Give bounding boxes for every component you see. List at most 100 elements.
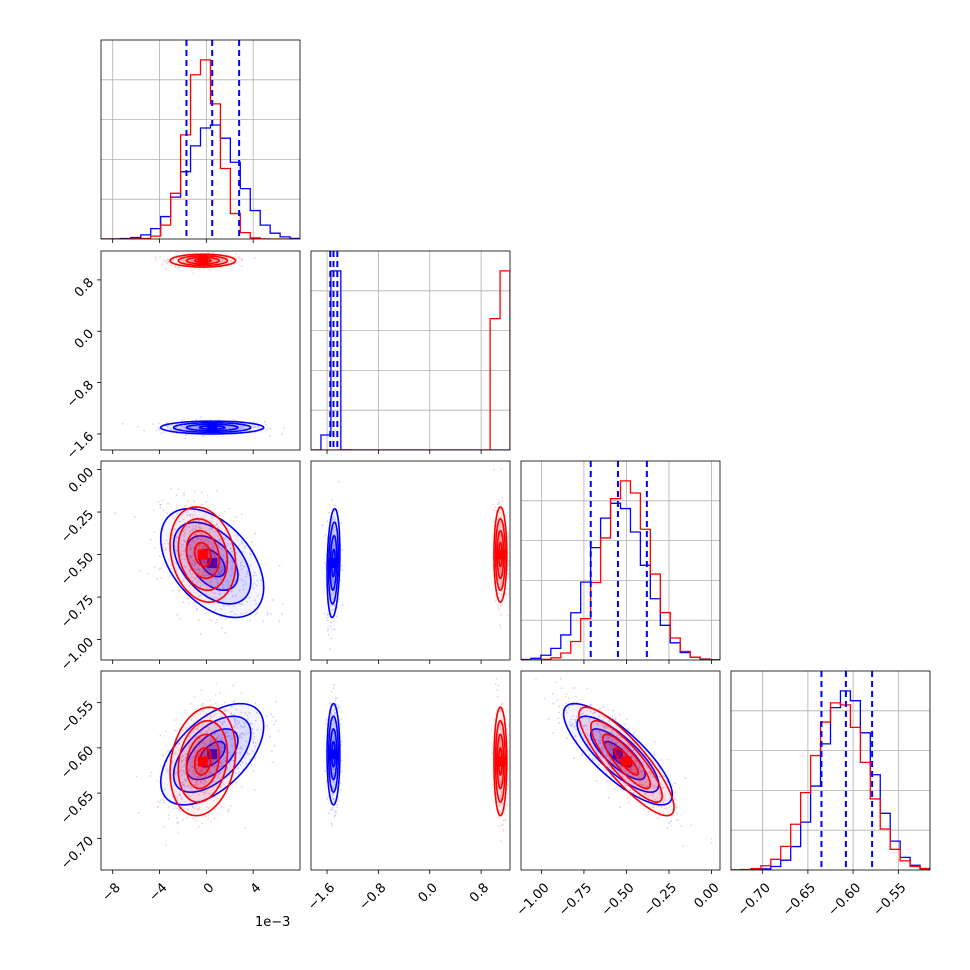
- sample-point: [227, 524, 230, 527]
- sample-point: [667, 758, 670, 761]
- sample-point: [639, 780, 642, 783]
- sample-point: [206, 789, 209, 792]
- sample-point: [163, 761, 166, 764]
- sample-point: [234, 419, 237, 421]
- sample-point: [199, 585, 202, 587]
- sample-point: [332, 526, 335, 529]
- sample-point: [221, 746, 224, 748]
- sample-point: [188, 585, 191, 588]
- histogram-red: [521, 480, 720, 660]
- sample-point: [191, 554, 194, 557]
- sample-point: [253, 257, 256, 259]
- sample-point: [206, 754, 208, 757]
- sample-point: [610, 768, 613, 771]
- sample-point: [327, 795, 330, 798]
- sample-point: [589, 736, 592, 739]
- sample-point: [202, 740, 205, 743]
- sample-point: [189, 426, 192, 429]
- sample-point: [506, 728, 508, 730]
- sample-point: [199, 632, 202, 635]
- sample-point: [196, 776, 198, 779]
- sample-point: [222, 764, 224, 767]
- sample-point: [181, 545, 183, 548]
- sample-point: [569, 723, 572, 726]
- sample-point: [254, 702, 257, 705]
- sample-point: [210, 580, 213, 583]
- sample-point: [627, 745, 630, 748]
- sample-point: [212, 763, 215, 766]
- sample-point: [197, 567, 200, 570]
- sample-point: [199, 712, 202, 715]
- sample-point: [160, 577, 162, 580]
- sample-point: [494, 506, 497, 509]
- sample-point: [192, 260, 194, 262]
- sample-point: [220, 615, 223, 618]
- sample-point: [189, 803, 192, 806]
- sample-point: [196, 569, 199, 572]
- panel-content: [311, 251, 510, 450]
- sample-point: [506, 803, 509, 806]
- sample-point: [329, 790, 332, 792]
- sample-point: [209, 771, 212, 773]
- sample-point: [668, 822, 671, 824]
- sample-point: [183, 771, 185, 774]
- sample-point: [196, 728, 199, 731]
- sample-point: [231, 560, 234, 563]
- sample-point: [180, 781, 183, 784]
- sample-point: [202, 516, 205, 519]
- sample-point: [184, 528, 187, 531]
- sample-point: [190, 556, 192, 558]
- sample-point: [333, 628, 336, 631]
- panel-1-1: [310, 250, 511, 454]
- sample-point: [207, 551, 210, 553]
- sample-point: [179, 549, 181, 552]
- sample-point: [189, 539, 192, 541]
- sample-point: [217, 582, 219, 585]
- sample-point: [206, 584, 209, 586]
- sample-point: [179, 520, 181, 523]
- sample-point: [324, 770, 327, 773]
- sample-point: [608, 743, 611, 746]
- sample-point: [200, 791, 203, 794]
- sample-point: [210, 772, 213, 774]
- sample-point: [216, 784, 219, 787]
- sample-point: [197, 809, 199, 811]
- sample-point: [216, 756, 219, 759]
- sample-point: [334, 518, 337, 521]
- sample-point: [224, 253, 227, 256]
- sample-point: [331, 767, 334, 770]
- sample-point: [209, 704, 212, 707]
- sample-point: [598, 730, 601, 733]
- sample-point: [156, 577, 158, 580]
- sample-point: [579, 706, 582, 709]
- sample-point: [326, 520, 329, 523]
- sample-point: [220, 617, 222, 620]
- sample-point: [499, 512, 501, 515]
- sample-point: [614, 741, 617, 744]
- sample-point: [214, 757, 217, 760]
- sample-point: [256, 425, 259, 428]
- sample-point: [213, 260, 215, 262]
- sample-point: [497, 606, 500, 609]
- sample-point: [206, 788, 209, 791]
- sample-point: [190, 765, 193, 767]
- sample-point: [220, 751, 222, 754]
- sample-point: [202, 560, 205, 563]
- sample-point: [611, 738, 614, 741]
- sample-point: [212, 545, 215, 548]
- sample-point: [329, 625, 332, 627]
- sample-point: [224, 709, 227, 712]
- sample-point: [207, 732, 210, 735]
- sample-point: [168, 749, 171, 752]
- sample-point: [209, 531, 212, 534]
- sample-point: [212, 259, 215, 262]
- sample-point: [203, 513, 206, 516]
- sample-point: [188, 768, 190, 771]
- sample-point: [611, 746, 614, 748]
- sample-point: [176, 817, 178, 819]
- sample-point: [607, 736, 610, 739]
- sample-point: [226, 572, 229, 574]
- sample-point: [178, 265, 181, 268]
- sample-point: [595, 779, 598, 782]
- sample-point: [332, 596, 335, 599]
